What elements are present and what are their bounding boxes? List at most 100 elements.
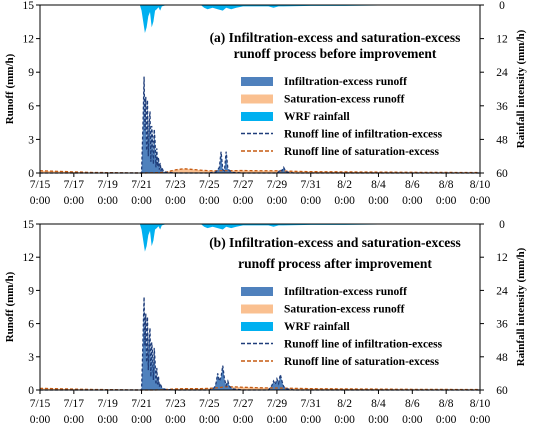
x-tick-date: 8/10 [470, 179, 491, 191]
legend-label: WRF rainfall [284, 111, 350, 123]
x-tick-date: 8/4 [371, 398, 386, 410]
y2-tick-label: 24 [496, 285, 508, 297]
y-tick-label: 6 [28, 101, 34, 113]
x-tick-time: 0:00 [267, 414, 288, 425]
x-tick-time: 0:00 [301, 414, 322, 425]
y2-tick-label: 0 [499, 219, 505, 231]
x-tick-time: 0:00 [97, 414, 118, 425]
legend-key-saturation-area [241, 304, 273, 314]
legend-label: Runoff line of infiltration-excess [284, 129, 443, 141]
x-tick-date: 7/17 [64, 398, 85, 410]
legend-label: Runoff line of saturation-excess [284, 146, 439, 158]
x-tick-time: 0:00 [470, 195, 491, 207]
x-tick-time: 0:00 [131, 195, 152, 207]
x-tick-date: 7/17 [64, 179, 85, 191]
x-tick-date: 7/27 [233, 398, 254, 410]
y-tick-label: 3 [28, 134, 34, 146]
x-tick-time: 0:00 [30, 195, 51, 207]
x-tick-date: 7/21 [131, 179, 152, 191]
legend-label: WRF rainfall [284, 321, 350, 333]
y2-tick-label: 36 [496, 101, 508, 113]
wrf-rainfall-area [40, 5, 480, 33]
panel-title-line2: runoff process after improvement [238, 256, 432, 271]
wrf-rainfall-area [40, 224, 480, 252]
x-tick-time: 0:00 [368, 195, 389, 207]
x-tick-date: 7/19 [97, 179, 118, 191]
y2-tick-label: 0 [499, 0, 505, 12]
infiltration-excess-area [40, 297, 480, 390]
y-tick-label: 12 [23, 34, 35, 46]
x-tick-time: 0:00 [436, 414, 457, 425]
x-tick-time: 0:00 [131, 414, 152, 425]
y2-tick-label: 12 [496, 252, 508, 264]
x-tick-date: 7/23 [165, 398, 186, 410]
panel-title-line2: runoff process before improvement [234, 46, 437, 61]
x-tick-time: 0:00 [267, 195, 288, 207]
x-tick-date: 7/21 [131, 398, 152, 410]
x-tick-date: 7/29 [267, 398, 288, 410]
x-tick-date: 7/25 [199, 179, 220, 191]
y2-tick-label: 60 [496, 385, 508, 397]
x-tick-time: 0:00 [233, 414, 254, 425]
legend: Infiltration-excess runoff Saturation-exc… [241, 286, 443, 368]
x-tick-date: 7/31 [301, 398, 322, 410]
legend-key-rainfall [241, 322, 273, 331]
y-tick-label: 15 [23, 219, 35, 231]
legend-label: Infiltration-excess runoff [284, 76, 407, 88]
y2-tick-label: 12 [496, 34, 508, 46]
x-tick-date: 7/29 [267, 179, 288, 191]
x-tick-time: 0:00 [368, 414, 389, 425]
x-tick-time: 0:00 [30, 414, 51, 425]
x-tick-time: 0:00 [334, 195, 355, 207]
x-tick-date: 7/19 [97, 398, 118, 410]
x-tick-time: 0:00 [165, 414, 186, 425]
x-tick-time: 0:00 [402, 414, 423, 425]
legend-key-saturation-area [241, 94, 273, 104]
legend-key-rainfall [241, 112, 273, 121]
x-tick-date: 8/2 [337, 179, 352, 191]
legend-key-infiltration-area [241, 287, 273, 296]
x-tick-time: 0:00 [402, 195, 423, 207]
x-tick-time: 0:00 [64, 195, 85, 207]
x-tick-time: 0:00 [301, 195, 322, 207]
x-tick-time: 0:00 [436, 195, 457, 207]
legend-label: Runoff line of saturation-excess [284, 356, 439, 368]
x-tick-date: 7/15 [30, 179, 51, 191]
legend: Infiltration-excess runoff Saturation-exc… [241, 76, 443, 158]
x-tick-time: 0:00 [199, 195, 220, 207]
x-tick-date: 8/6 [405, 398, 420, 410]
y2-tick-label: 36 [496, 319, 508, 331]
x-tick-date: 7/31 [301, 179, 322, 191]
x-tick-date: 8/10 [470, 398, 491, 410]
y-tick-label: 15 [23, 0, 35, 12]
y-tick-label: 12 [23, 252, 35, 264]
x-tick-time: 0:00 [165, 195, 186, 207]
y2-axis-label: Rainfall intensity (mm/h) [515, 247, 527, 366]
y2-tick-label: 48 [496, 352, 508, 364]
legend-label: Saturation-excess runoff [284, 94, 405, 106]
y2-tick-label: 24 [496, 67, 508, 79]
x-tick-date: 7/27 [233, 179, 254, 191]
x-tick-time: 0:00 [470, 414, 491, 425]
y2-tick-label: 60 [496, 168, 508, 180]
y-tick-label: 3 [28, 352, 34, 364]
y2-axis-label: Rainfall intensity (mm/h) [515, 29, 527, 148]
x-tick-time: 0:00 [97, 195, 118, 207]
y-axis-label: Runoff (mm/h) [4, 53, 16, 124]
x-tick-date: 8/8 [439, 179, 454, 191]
x-tick-date: 7/15 [30, 398, 51, 410]
panel-title-line1: (a) Infiltration-excess and saturation-e… [210, 30, 461, 45]
infiltration-excess-area [40, 76, 480, 173]
y-axis-label: Runoff (mm/h) [4, 271, 16, 342]
y2-tick-label: 48 [496, 134, 508, 146]
infiltration-excess-line [40, 76, 480, 174]
x-tick-time: 0:00 [233, 195, 254, 207]
x-tick-date: 8/4 [371, 179, 386, 191]
y-tick-label: 9 [28, 285, 34, 297]
panel-title-line1: (b) Infiltration-excess and saturation-e… [209, 235, 461, 250]
x-tick-date: 8/2 [337, 398, 352, 410]
legend-label: Infiltration-excess runoff [284, 286, 407, 298]
x-tick-date: 8/6 [405, 179, 420, 191]
